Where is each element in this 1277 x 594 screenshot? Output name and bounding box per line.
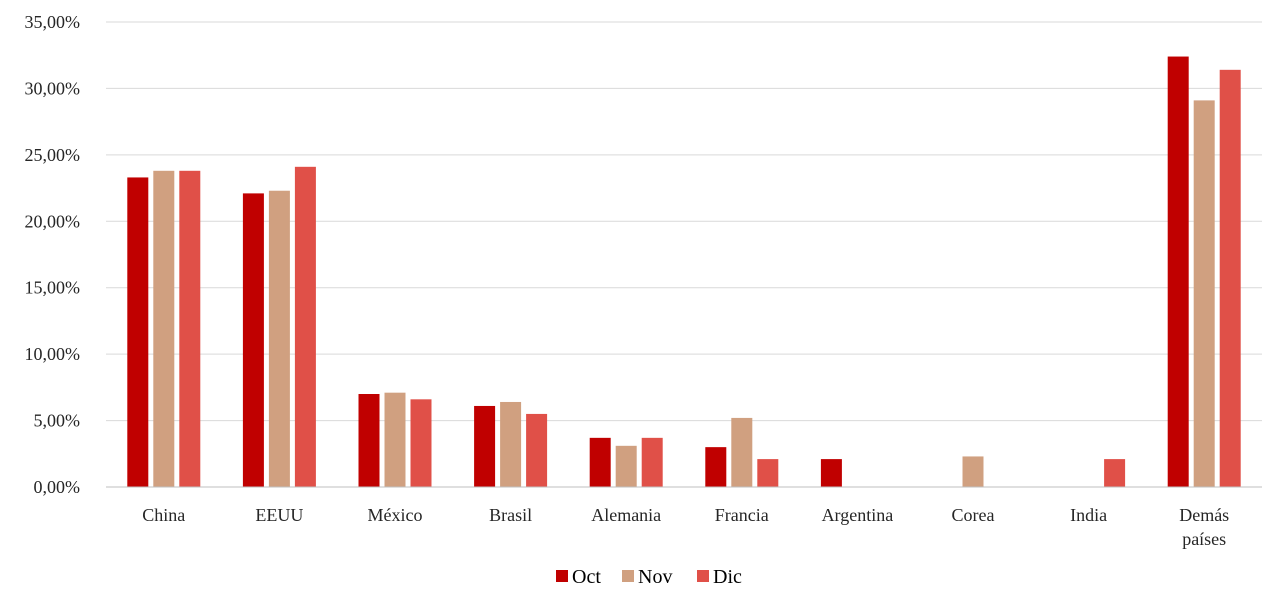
bar-oct bbox=[358, 394, 380, 487]
bar-oct bbox=[589, 437, 611, 487]
bar-dic bbox=[1219, 69, 1241, 487]
bar-dic bbox=[1104, 459, 1126, 487]
bars bbox=[127, 56, 1241, 488]
bar-dic bbox=[757, 459, 779, 487]
y-tick-label: 30,00% bbox=[25, 78, 81, 98]
x-tick-label: EEUU bbox=[255, 505, 303, 525]
legend-label-nov: Nov bbox=[638, 566, 672, 588]
bar-nov bbox=[384, 392, 406, 487]
bar-oct bbox=[705, 447, 727, 487]
legend-swatch-dic bbox=[697, 570, 709, 582]
legend: Oct Nov Dic bbox=[556, 566, 742, 588]
x-tick-label: Alemania bbox=[591, 505, 661, 525]
bar-nov bbox=[500, 401, 522, 487]
bar-oct bbox=[242, 193, 264, 487]
y-tick-label: 10,00% bbox=[25, 344, 81, 364]
legend-label-dic: Dic bbox=[713, 566, 742, 588]
bar-oct bbox=[820, 459, 842, 487]
bar-dic bbox=[179, 170, 201, 488]
bar-dic bbox=[410, 399, 432, 487]
y-tick-label: 5,00% bbox=[34, 411, 81, 431]
y-axis-ticks: 0,00% 5,00% 10,00% 15,00% 20,00% 25,00% 30,00%… bbox=[25, 12, 81, 497]
y-tick-label: 0,00% bbox=[34, 477, 81, 497]
bar-dic bbox=[294, 166, 316, 488]
bar-nov bbox=[1193, 100, 1215, 487]
bar-nov bbox=[962, 456, 984, 487]
bar-dic bbox=[526, 413, 548, 487]
y-tick-label: 25,00% bbox=[25, 145, 81, 165]
bar-oct bbox=[1167, 56, 1189, 488]
legend-swatch-oct bbox=[556, 570, 568, 582]
legend-label-oct: Oct bbox=[572, 566, 601, 588]
bar-nov bbox=[615, 445, 637, 487]
x-tick-label: Brasil bbox=[489, 505, 532, 525]
bar-nov bbox=[153, 170, 175, 488]
x-tick-label: Francia bbox=[715, 505, 769, 525]
x-tick-label: Corea bbox=[952, 505, 995, 525]
bar-oct bbox=[127, 177, 149, 487]
bar-oct bbox=[474, 405, 496, 487]
bar-nov bbox=[731, 417, 753, 487]
x-tick-label: India bbox=[1070, 505, 1107, 525]
bar-dic bbox=[641, 437, 663, 487]
legend-swatch-nov bbox=[622, 570, 634, 582]
y-tick-label: 20,00% bbox=[25, 211, 81, 231]
y-tick-label: 15,00% bbox=[25, 278, 81, 298]
x-tick-label: Argentina bbox=[822, 505, 894, 525]
x-axis-ticks: China EEUU México Brasil Alemania Francia Arge… bbox=[142, 505, 1229, 549]
bar-nov bbox=[268, 190, 290, 487]
x-tick-label: México bbox=[368, 505, 423, 525]
x-tick-label: Demás países bbox=[1179, 505, 1229, 549]
x-tick-label: China bbox=[142, 505, 185, 525]
y-tick-label: 35,00% bbox=[25, 12, 81, 32]
